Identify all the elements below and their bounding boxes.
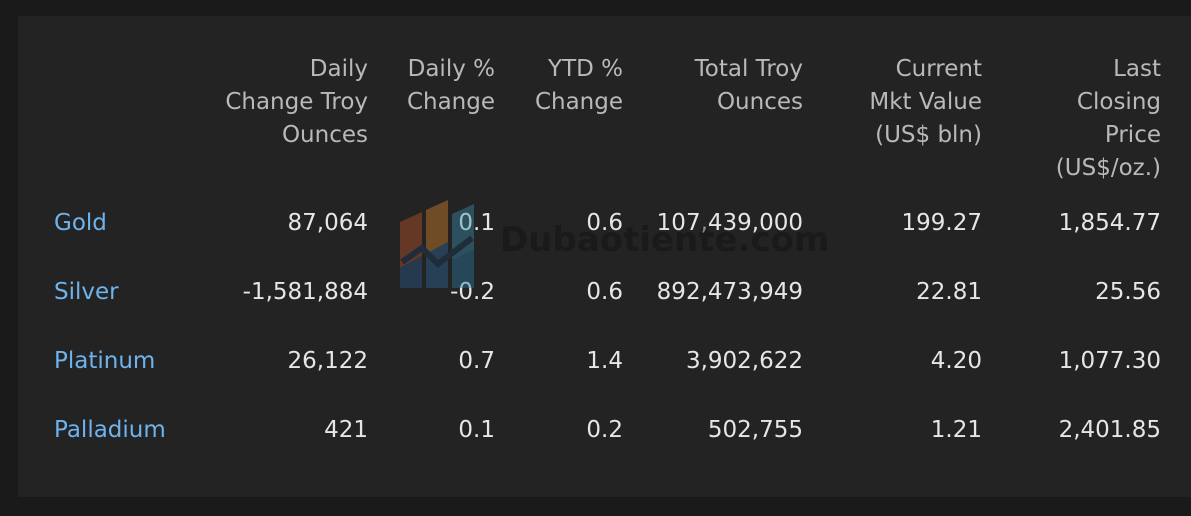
cell-total-oz: 892,473,949 <box>656 279 803 305</box>
cell-daily-change-oz: 87,064 <box>287 210 368 236</box>
metal-link-gold[interactable]: Gold <box>54 210 107 236</box>
cell-mkt-value: 4.20 <box>930 348 982 374</box>
table-header-row: Daily Change Troy Ounces Daily % Change … <box>18 16 1161 189</box>
metal-link-palladium[interactable]: Palladium <box>54 417 166 443</box>
cell-mkt-value: 22.81 <box>916 279 982 305</box>
header-last-closing-price: Last Closing Price (US$/oz.) <box>1055 56 1161 181</box>
header-daily-pct-change: Daily % Change <box>406 56 495 115</box>
cell-ytd-pct: 0.6 <box>586 210 623 236</box>
etf-holdings-table: Daily Change Troy Ounces Daily % Change … <box>18 16 1161 465</box>
header-current-mkt-value: Current Mkt Value (US$ bln) <box>869 56 982 148</box>
cell-mkt-value: 1.21 <box>930 417 982 443</box>
table-row: Silver -1,581,884 -0.2 0.6 892,473,949 2… <box>18 258 1161 327</box>
cell-ytd-pct: 0.6 <box>586 279 623 305</box>
cell-ytd-pct: 0.2 <box>586 417 623 443</box>
metal-link-silver[interactable]: Silver <box>54 279 119 305</box>
cell-ytd-pct: 1.4 <box>586 348 623 374</box>
etf-holdings-panel: Daily Change Troy Ounces Daily % Change … <box>18 16 1191 497</box>
cell-daily-pct: 0.7 <box>458 348 495 374</box>
table-row: Palladium 421 0.1 0.2 502,755 1.21 2,401… <box>18 396 1161 465</box>
header-metal <box>18 16 208 189</box>
table-row: Platinum 26,122 0.7 1.4 3,902,622 4.20 1… <box>18 327 1161 396</box>
cell-mkt-value: 199.27 <box>901 210 982 236</box>
cell-daily-change-oz: 421 <box>324 417 368 443</box>
cell-daily-change-oz: 26,122 <box>287 348 368 374</box>
cell-total-oz: 107,439,000 <box>656 210 803 236</box>
header-total-troy-ounces: Total Troy Ounces <box>694 56 803 115</box>
cell-daily-pct: -0.2 <box>450 279 495 305</box>
cell-last-price: 1,077.30 <box>1058 348 1161 374</box>
table-row: Gold 87,064 0.1 0.6 107,439,000 199.27 1… <box>18 189 1161 258</box>
metal-link-platinum[interactable]: Platinum <box>54 348 156 374</box>
cell-last-price: 1,854.77 <box>1058 210 1161 236</box>
cell-total-oz: 502,755 <box>707 417 803 443</box>
cell-total-oz: 3,902,622 <box>685 348 803 374</box>
cell-last-price: 25.56 <box>1095 279 1161 305</box>
header-ytd-pct-change: YTD % Change <box>534 56 623 115</box>
cell-daily-change-oz: -1,581,884 <box>242 279 368 305</box>
cell-daily-pct: 0.1 <box>458 210 495 236</box>
cell-last-price: 2,401.85 <box>1058 417 1161 443</box>
cell-daily-pct: 0.1 <box>458 417 495 443</box>
header-daily-change-troy-ounces: Daily Change Troy Ounces <box>225 56 368 148</box>
